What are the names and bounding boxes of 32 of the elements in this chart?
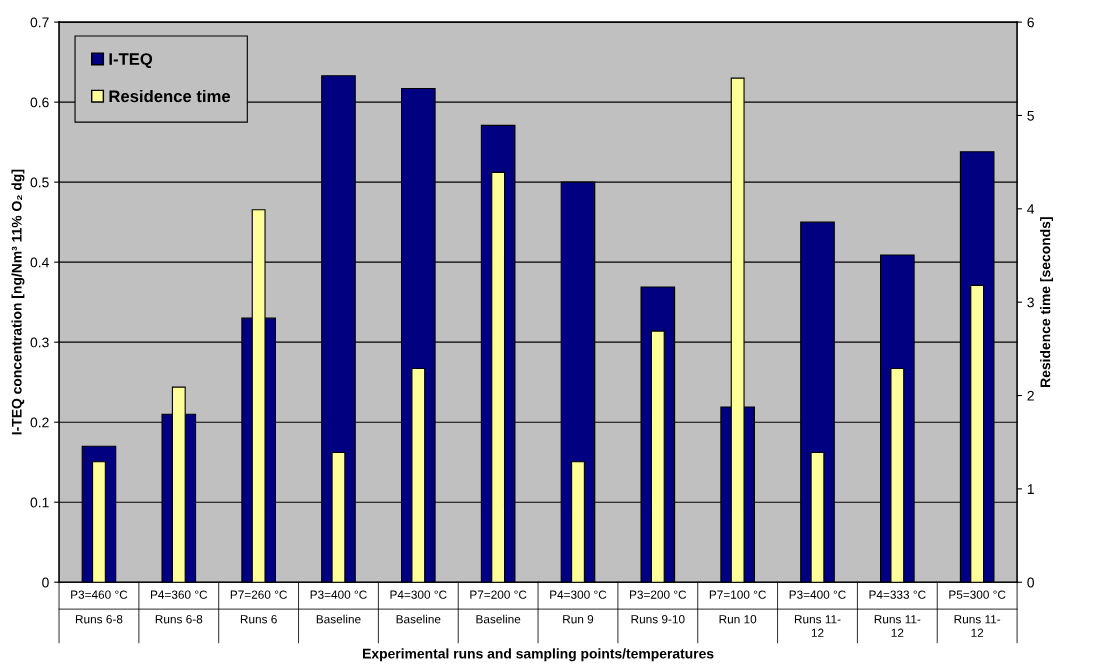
category-label: P3=200 °C Runs 9-10 bbox=[630, 590, 687, 624]
y2-tick-label: 4 bbox=[1027, 204, 1035, 214]
category-label: P7=200 °C Baseline bbox=[470, 590, 527, 624]
category-label: P7=100 °C Run 10 bbox=[709, 590, 766, 624]
category-label: P4=300 °C Run 9 bbox=[550, 590, 607, 624]
y-tick-label: 0.4 bbox=[30, 257, 49, 268]
category-label: P5=300 °C Runs 11- 12 bbox=[949, 590, 1006, 637]
category-label: P4=300 °C Baseline bbox=[390, 590, 447, 624]
y-tick-label: 0.2 bbox=[30, 417, 49, 428]
y-tick-label: 0.5 bbox=[30, 177, 49, 188]
x-axis-title: Experimental runs and sampling points/temperatures bbox=[363, 648, 714, 662]
y-tick-label: 0.6 bbox=[30, 97, 49, 108]
y-axis-title: I-TEQ concentration [ng/Nm³ 11% O₂ dg] bbox=[11, 169, 25, 435]
category-label: P4=333 °C Runs 11- 12 bbox=[869, 590, 926, 637]
y2-tick-label: 0 bbox=[1027, 577, 1034, 588]
legend-label: I-TEQ bbox=[109, 53, 153, 69]
y-tick-label: 0.1 bbox=[30, 497, 49, 508]
category-label: P4=360 °C Runs 6-8 bbox=[150, 590, 208, 624]
category-label: P7=260 °C Runs 6 bbox=[230, 590, 287, 624]
y2-tick-label: 1 bbox=[1027, 484, 1034, 494]
legend-label: Residence time bbox=[109, 89, 231, 103]
y2-tick-label: 5 bbox=[1027, 110, 1034, 121]
category-label: P3=460 °C Runs 6-8 bbox=[71, 590, 128, 624]
y2-tick-label: 3 bbox=[1027, 297, 1034, 308]
category-label: P3=400 °C Baseline bbox=[310, 590, 367, 624]
y-tick-label: 0 bbox=[42, 577, 49, 588]
y-tick-label: 0.3 bbox=[30, 337, 49, 348]
y-tick-label: 0.7 bbox=[30, 17, 49, 28]
y2-axis-title: Residence time [seconds] bbox=[1040, 217, 1054, 387]
category-label: P3=400 °C Runs 11- 12 bbox=[789, 590, 846, 637]
y2-tick-label: 6 bbox=[1027, 17, 1034, 28]
y2-tick-label: 2 bbox=[1027, 390, 1034, 401]
